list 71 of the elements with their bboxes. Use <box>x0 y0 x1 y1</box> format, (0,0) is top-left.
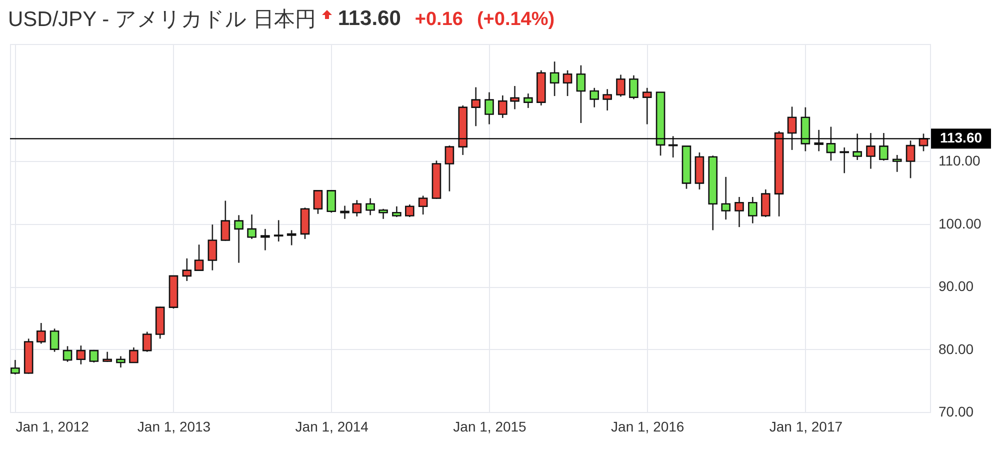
candlestick <box>102 351 112 362</box>
candlestick <box>378 208 388 220</box>
candlestick <box>498 94 508 119</box>
x-tick-label: Jan 1, 2014 <box>295 418 369 434</box>
candlestick <box>392 206 402 218</box>
y-tick-label: 110.00 <box>938 152 980 169</box>
y-tick-label: 70.00 <box>938 404 974 420</box>
candlestick <box>366 198 375 216</box>
candlestick <box>220 200 230 242</box>
candlestick <box>892 154 902 173</box>
candlestick <box>590 87 600 108</box>
x-tick-label: Jan 1, 2016 <box>611 418 684 434</box>
candlestick <box>562 70 572 97</box>
text: (+0.14%) <box>476 9 555 30</box>
candlestick <box>616 74 626 98</box>
candlestick <box>510 85 520 110</box>
candlestick <box>906 140 916 179</box>
candlestick <box>326 189 336 214</box>
y-tick-label: 90.00 <box>938 278 974 294</box>
candlestick <box>260 228 270 251</box>
candlestick <box>576 64 586 124</box>
text: 113.60 <box>338 7 401 30</box>
candlestick <box>721 176 730 220</box>
candlestick <box>234 214 244 264</box>
candlestick <box>340 205 350 220</box>
candlestick <box>313 189 323 215</box>
candlestick <box>62 346 72 362</box>
x-tick-label: Jan 1, 2017 <box>769 418 843 434</box>
candlestick <box>182 258 192 282</box>
candlestick <box>76 344 86 366</box>
x-tick-label: Jan 1, 2012 <box>16 418 90 434</box>
candlestick <box>748 196 758 224</box>
candlestick <box>484 92 494 125</box>
candlestick <box>352 199 362 218</box>
candlestick <box>602 88 612 112</box>
candlestick <box>129 346 138 364</box>
candlestick <box>550 60 560 97</box>
candlestick <box>879 132 888 162</box>
y-tick-label: 100.00 <box>938 215 982 232</box>
ref-line-label: 113.60 <box>940 130 982 146</box>
candlestick <box>50 328 60 352</box>
candlestick <box>444 144 454 192</box>
candlestick <box>760 188 770 218</box>
candlestick <box>629 74 638 100</box>
candlestick <box>418 195 428 216</box>
candlestick <box>734 196 744 228</box>
text: +0.16 <box>414 9 463 30</box>
candlestick <box>524 92 533 109</box>
candlestick <box>852 133 862 161</box>
candlestick <box>286 230 296 246</box>
x-tick-label: Jan 1, 2015 <box>453 418 527 434</box>
candlestick <box>89 349 99 364</box>
candlestick <box>826 126 836 162</box>
x-tick-label: Jan 1, 2013 <box>137 418 211 434</box>
candlestick <box>10 359 20 376</box>
candlestick <box>274 220 284 242</box>
candlestick <box>642 87 652 125</box>
candlestick <box>208 224 218 271</box>
candlestick <box>471 86 480 127</box>
y-tick-label: 80.00 <box>938 340 974 357</box>
candlestick <box>142 331 152 352</box>
candlestick <box>116 356 126 368</box>
candlestick <box>814 129 824 152</box>
candlestick <box>194 244 204 272</box>
chart-title: USD/JPY - アメリカドル 日本円 <box>8 7 316 33</box>
candlestick <box>787 106 797 151</box>
candlestick <box>247 214 256 240</box>
candlestick <box>405 204 414 218</box>
candlestick <box>866 132 876 170</box>
candlestick <box>840 146 850 174</box>
candlestick <box>36 322 46 344</box>
